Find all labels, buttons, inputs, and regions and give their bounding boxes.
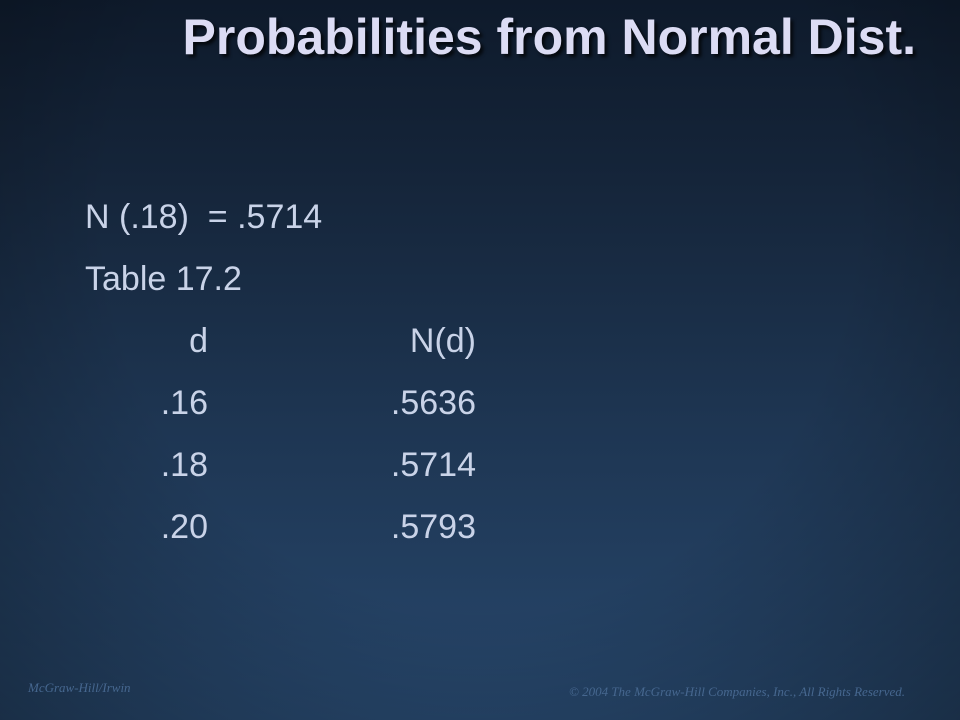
footer-right: © 2004 The McGraw-Hill Companies, Inc., … [568,684,905,699]
slide-title: Probabilities from Normal Dist. [182,9,916,65]
table-cell: .18 [160,446,208,484]
table-cell: .20 [160,508,208,546]
table-cell: .5636 [390,384,476,422]
table-header: N(d) [409,322,476,360]
body-line: Table 17.2 [85,260,242,298]
table-cell: .16 [160,384,208,422]
footer-left: McGraw-Hill/Irwin [28,680,131,695]
table-cell: .5793 [390,508,476,546]
table-cell: .5714 [390,446,476,484]
body-line: N (.18) = .5714 [85,198,323,236]
table-header: d [189,322,208,360]
